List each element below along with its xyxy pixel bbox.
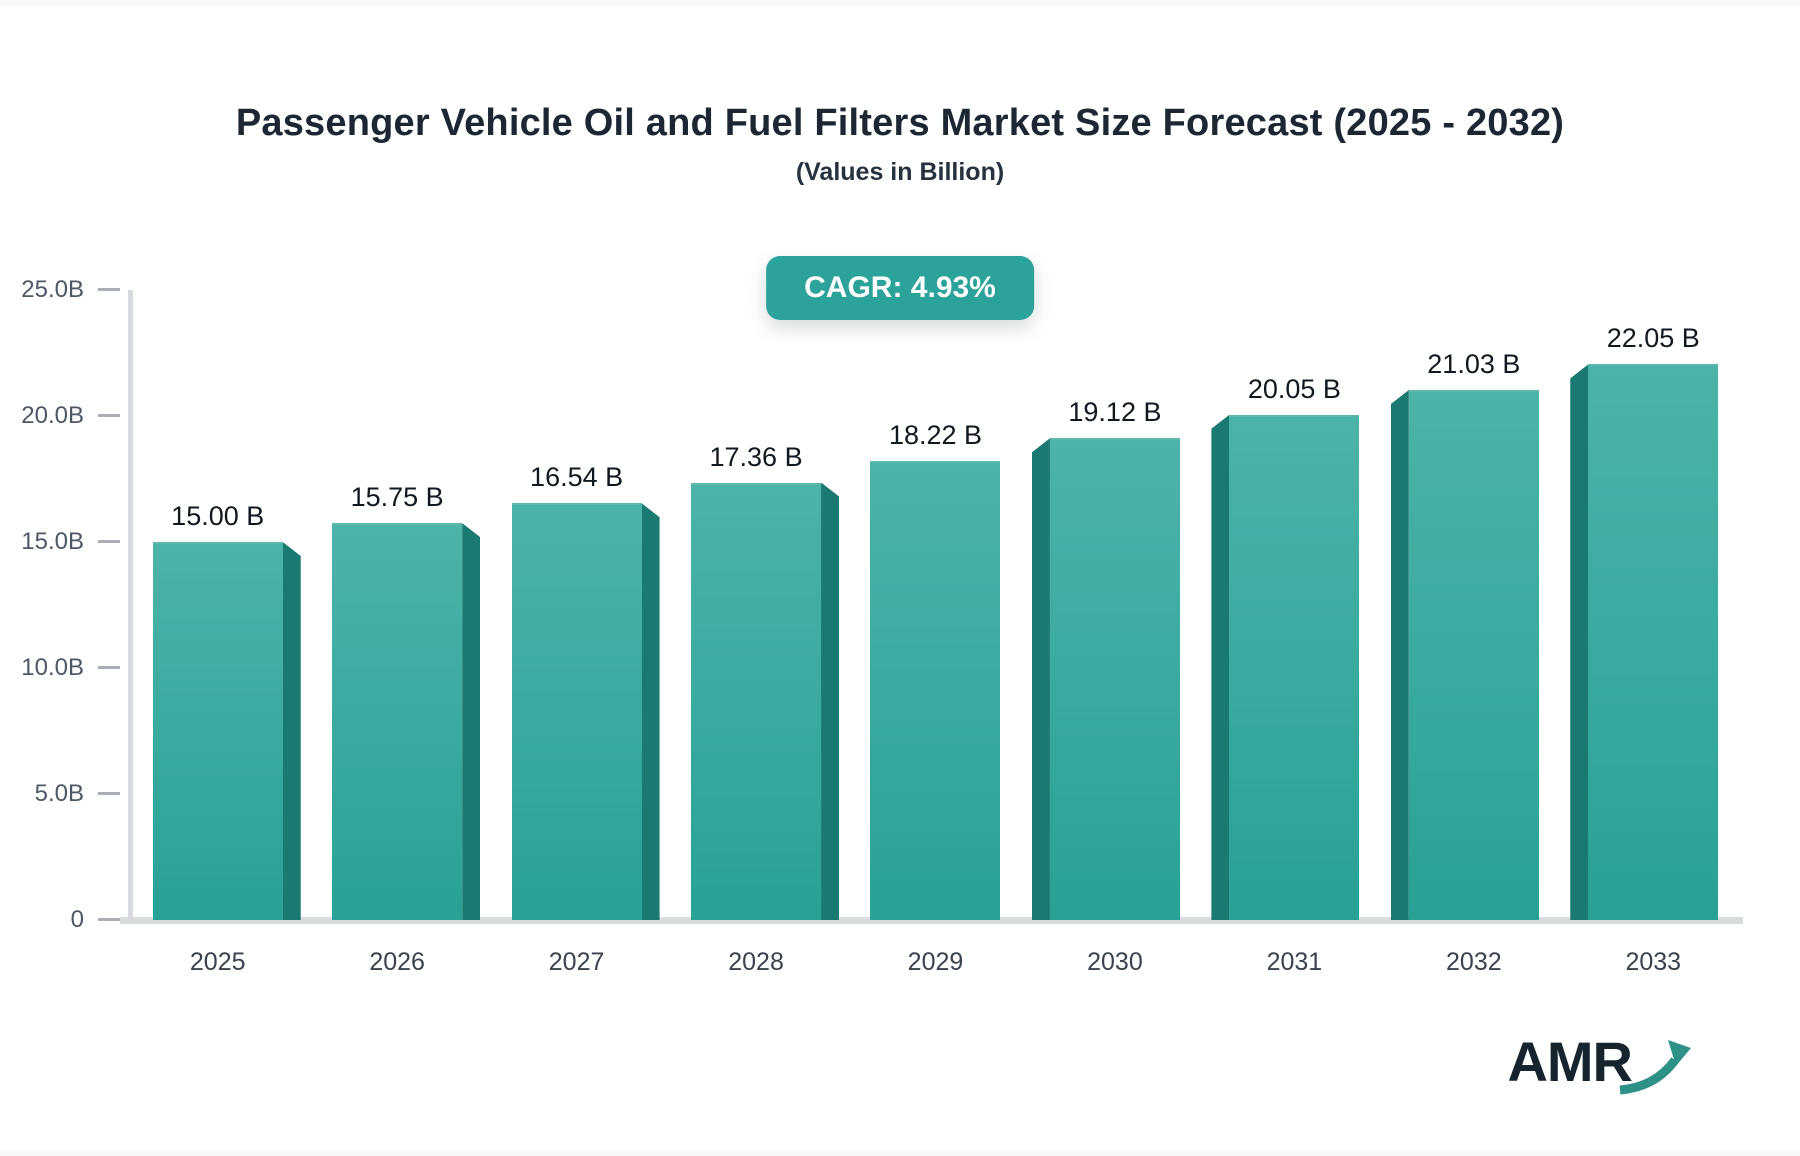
x-axis-category-label: 2026 xyxy=(369,948,425,976)
amr-logo: AMR xyxy=(1507,1034,1692,1098)
bar-column-2031: 20.05 B 2031 xyxy=(1205,290,1384,976)
y-axis-tick-label: 10.0B xyxy=(21,654,84,681)
amr-logo-text: AMR xyxy=(1507,1030,1633,1093)
bar-3d-side xyxy=(1211,414,1230,920)
x-axis-category-label: 2032 xyxy=(1446,948,1502,976)
y-axis-line xyxy=(128,290,133,920)
bar-3d-side xyxy=(821,482,840,920)
y-axis-tick-label: 5.0B xyxy=(34,780,84,807)
y-axis-tick-label: 15.0B xyxy=(21,528,84,555)
bar-2031[interactable] xyxy=(1229,414,1360,920)
chart-card: Passenger Vehicle Oil and Fuel Filters M… xyxy=(0,6,1800,1150)
bar-3d-side xyxy=(1390,390,1409,920)
x-axis-category-label: 2033 xyxy=(1625,948,1682,976)
bar-value-label: 18.22 B xyxy=(888,419,983,450)
y-axis-tick-mark xyxy=(98,288,120,291)
bar-2032[interactable] xyxy=(1408,390,1539,920)
bar-value-label: 20.05 B xyxy=(1247,373,1341,404)
x-axis-baseline xyxy=(120,917,1743,924)
x-axis-category-label: 2027 xyxy=(548,948,605,976)
bar-2033[interactable] xyxy=(1588,364,1719,920)
bar-column-2026: 15.75 B 2026 xyxy=(307,290,486,976)
growth-arrow-icon xyxy=(1619,1040,1691,1095)
chart-title: Passenger Vehicle Oil and Fuel Filters M… xyxy=(235,102,1565,144)
bar-value-label: 15.00 B xyxy=(171,501,265,531)
x-axis-category-label: 2030 xyxy=(1087,948,1143,976)
bar-value-label: 17.36 B xyxy=(709,441,803,472)
bar-column-2032: 21.03 B 2032 xyxy=(1384,290,1563,976)
bar-3d-side xyxy=(641,503,660,920)
bar-value-label: 21.03 B xyxy=(1427,349,1521,380)
bar-2030[interactable] xyxy=(1049,438,1180,920)
chart-subtitle: (Values in Billion) xyxy=(795,158,1005,186)
cagr-badge: CAGR: 4.93% xyxy=(766,256,1034,320)
bar-chart-plot-area: 0 5.0B 10.0B 15.0B 20.0B 25.0B 15.00 B 2025 15.7… xyxy=(21,276,1743,976)
bar-column-2027: 16.54 B 2027 xyxy=(487,290,666,976)
bar-column-2028: 17.36 B 2028 xyxy=(666,290,845,976)
y-axis-tick-mark xyxy=(98,540,120,543)
bar-3d-side xyxy=(462,523,481,920)
bar-value-label: 19.12 B xyxy=(1068,397,1162,428)
y-axis-tick-label: 0 xyxy=(70,906,84,933)
x-axis-category-label: 2029 xyxy=(907,948,964,976)
bar-2027[interactable] xyxy=(511,503,642,920)
y-axis-tick-mark xyxy=(98,666,120,669)
x-axis-category-label: 2031 xyxy=(1266,948,1323,976)
bar-column-2033: 22.05 B 2033 xyxy=(1564,290,1743,976)
bar-value-label: 15.75 B xyxy=(350,482,444,513)
y-axis-tick-label: 20.0B xyxy=(21,402,84,429)
bar-column-2029: 18.22 B 2029 xyxy=(846,290,1025,976)
bar-3d-side xyxy=(1031,438,1050,920)
bar-2025[interactable] xyxy=(152,542,283,920)
bar-value-label: 16.54 B xyxy=(530,462,624,493)
bar-column-2030: 19.12 B 2030 xyxy=(1025,290,1204,976)
bar-3d-side xyxy=(282,542,301,920)
bar-2028[interactable] xyxy=(691,482,822,920)
y-axis-tick-mark xyxy=(98,414,120,417)
bar-2026[interactable] xyxy=(332,523,463,920)
y-axis-tick-mark xyxy=(98,792,120,795)
x-axis-category-label: 2028 xyxy=(728,948,784,976)
bar-value-label: 22.05 B xyxy=(1606,323,1700,354)
x-axis-category-label: 2025 xyxy=(189,948,246,976)
y-axis-tick-mark xyxy=(98,918,120,921)
bar-column-2025: 15.00 B 2025 xyxy=(128,290,307,976)
bar-2029[interactable] xyxy=(870,460,1001,920)
bar-3d-side xyxy=(1570,364,1589,920)
y-axis-tick-label: 25.0B xyxy=(21,276,84,303)
